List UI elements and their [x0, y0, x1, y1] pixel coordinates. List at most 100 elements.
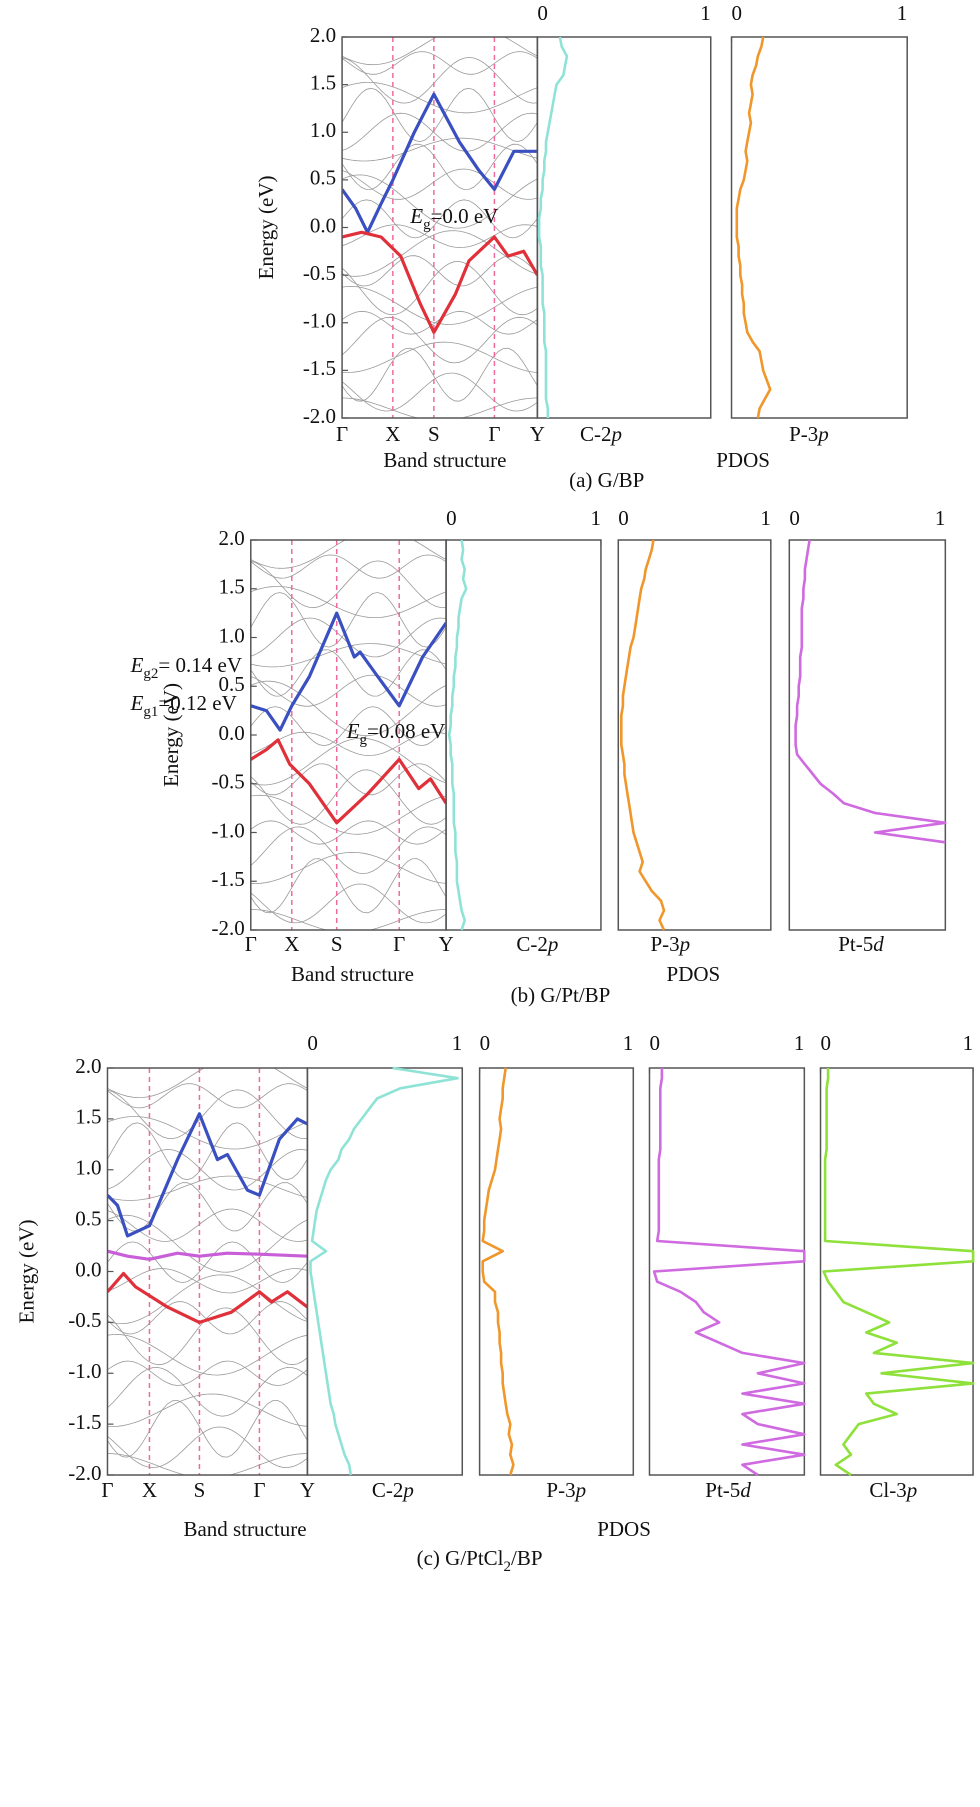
- y-tick-label: 0.5: [75, 1206, 101, 1230]
- band-line: [342, 230, 538, 334]
- y-tick-label: 1.0: [310, 118, 336, 142]
- pdos-line: [537, 36, 569, 418]
- y-tick-label: -2.0: [212, 916, 245, 940]
- pdos-frame: [536, 36, 712, 419]
- pdos-tick-label: 0: [446, 506, 457, 530]
- pdos-frame: [788, 539, 947, 931]
- y-tick-label: -1.5: [68, 1410, 101, 1434]
- gap-annotation-part: =0.08 eV: [367, 719, 445, 743]
- pdos-tick-label: 1: [963, 1031, 974, 1055]
- background-band: [342, 255, 538, 287]
- k-point-label: X: [142, 1478, 157, 1502]
- y-tick-label: -0.5: [303, 261, 336, 285]
- pdos-title: PDOS: [716, 448, 770, 472]
- background-band: [107, 1393, 308, 1427]
- pdos-label-part: P-3: [789, 422, 818, 446]
- pdos-frame: [478, 1067, 635, 1476]
- pdos-label-part: C-2: [516, 932, 548, 956]
- background-band: [107, 1307, 308, 1366]
- background-band: [107, 1175, 308, 1201]
- background-band: [342, 199, 538, 239]
- gap-annotation-part: g: [360, 732, 368, 748]
- pdos-frame: [306, 1067, 464, 1476]
- k-point-label: Γ: [488, 422, 500, 446]
- y-tick-label: 1.5: [75, 1105, 101, 1129]
- pdos-label-part: C-2: [372, 1478, 404, 1502]
- y-tick-label: 0.0: [310, 213, 336, 237]
- pdos-line: [309, 1066, 459, 1476]
- y-tick-label: -1.5: [303, 356, 336, 380]
- pdos-label: Pt-5d: [705, 1478, 751, 1502]
- background-band: [107, 1089, 308, 1140]
- gap-annotation-part: =0.12 eV: [158, 691, 236, 715]
- band-plot: [250, 540, 447, 930]
- pdos-tick-label: 0: [618, 506, 629, 530]
- k-point-label: X: [385, 422, 400, 446]
- background-band: [342, 168, 538, 200]
- background-band: [250, 706, 447, 747]
- pdos-tick-label: 0: [307, 1031, 318, 1055]
- gap-annotation-part: = 0.14 eV: [158, 653, 242, 677]
- caption-part: /BP: [511, 1546, 543, 1570]
- background-band: [107, 1116, 308, 1150]
- pdos-label-part: p: [401, 1478, 414, 1502]
- gap-annotation-part: =0.0 eV: [431, 204, 499, 228]
- pdos-label: C-2p: [580, 422, 622, 446]
- gap-annotation-part: E: [130, 653, 144, 677]
- pdos-label-part: P-3: [546, 1478, 575, 1502]
- y-tick-label: 1.5: [219, 575, 245, 599]
- band-line: [107, 1112, 308, 1238]
- band-line: [342, 92, 538, 234]
- pdos-label-part: p: [816, 422, 829, 446]
- pdos-label-part: d: [740, 1478, 751, 1502]
- caption: (c) G/PtCl2/BP: [417, 1546, 543, 1576]
- pdos-title: PDOS: [667, 962, 721, 986]
- band-line: [250, 738, 447, 825]
- pdos-frame: [819, 1067, 974, 1476]
- y-tick-label: -1.0: [212, 818, 245, 842]
- background-band: [107, 1360, 308, 1386]
- pdos-label-part: d: [873, 932, 884, 956]
- pdos-frame: [648, 1067, 806, 1476]
- y-tick-label: -0.5: [212, 770, 245, 794]
- pdos-label-part: p: [574, 1478, 587, 1502]
- pdos-tick-label: 0: [789, 506, 800, 530]
- background-band: [107, 1208, 308, 1242]
- caption-part: 2: [504, 1559, 512, 1575]
- k-point-label: Y: [438, 932, 453, 956]
- x-axis-label: Band structure: [183, 1517, 306, 1541]
- pdos-frame: [730, 36, 908, 419]
- pdos-tick-label: 1: [700, 1, 711, 25]
- gap-annotation-part: g2: [143, 666, 158, 682]
- caption-part: (a) G/BP: [569, 468, 644, 492]
- background-band: [250, 737, 447, 786]
- y-tick-label: 1.0: [75, 1156, 101, 1180]
- band-line: [250, 611, 447, 732]
- k-point-label: Γ: [336, 422, 348, 446]
- band-line: [107, 1271, 308, 1324]
- gap-annotation: Eg=0.08 eV: [346, 719, 446, 749]
- background-band: [342, 51, 538, 75]
- background-band: [250, 851, 447, 885]
- background-band: [342, 341, 538, 374]
- pdos-tick-label: 0: [537, 1, 548, 25]
- pdos-tick-label: 1: [794, 1031, 805, 1055]
- y-tick-label: 2.0: [310, 23, 336, 47]
- x-axis-label: Band structure: [383, 448, 506, 472]
- band-line: [107, 1249, 308, 1261]
- y-tick-label: -2.0: [303, 404, 336, 428]
- pdos-line: [735, 36, 772, 419]
- y-tick-label: -1.5: [212, 867, 245, 891]
- background-band: [342, 174, 538, 229]
- pdos-title: PDOS: [597, 1517, 651, 1541]
- background-band: [107, 1426, 308, 1469]
- pdos-line: [481, 1067, 515, 1476]
- pdos-tick-label: 1: [897, 1, 908, 25]
- pdos-tick-label: 1: [623, 1031, 634, 1055]
- background-band: [342, 87, 538, 143]
- background-band: [107, 1268, 308, 1294]
- k-point-label: Γ: [245, 932, 257, 956]
- caption: (b) G/Pt/BP: [511, 983, 611, 1007]
- pdos-tick-label: 0: [480, 1031, 491, 1055]
